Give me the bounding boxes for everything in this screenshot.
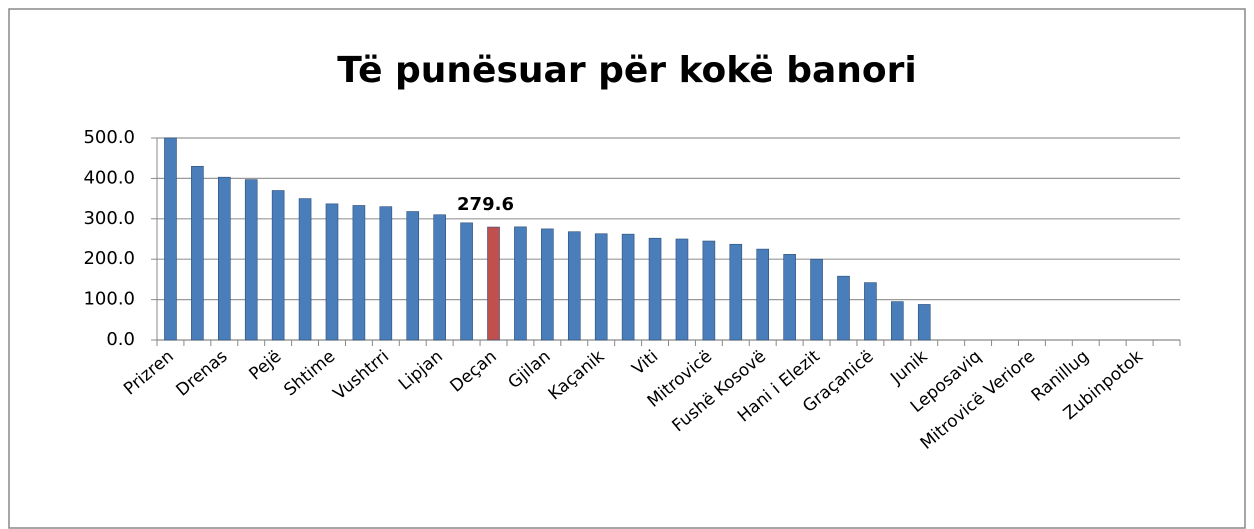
y-tick-label: 500.0 xyxy=(83,127,135,148)
bar xyxy=(164,137,177,341)
chart-title: Të punësuar për kokë banori xyxy=(337,50,916,91)
bar xyxy=(810,258,823,341)
bar xyxy=(864,282,877,341)
bar xyxy=(783,254,796,341)
bar xyxy=(594,233,608,341)
y-tick-label: 0.0 xyxy=(106,329,135,350)
bar xyxy=(406,211,420,341)
bar xyxy=(271,190,285,341)
bar xyxy=(621,233,635,341)
y-tick-label: 300.0 xyxy=(83,208,135,229)
bar xyxy=(567,231,581,341)
bar xyxy=(244,179,258,341)
bar xyxy=(675,238,689,341)
bar xyxy=(352,205,366,341)
bar xyxy=(917,304,931,341)
bar xyxy=(891,301,904,341)
bar xyxy=(648,237,662,341)
y-tick-label: 400.0 xyxy=(83,167,135,188)
y-tick-label: 200.0 xyxy=(83,248,135,269)
bar xyxy=(541,228,554,341)
bar xyxy=(837,275,850,341)
bar xyxy=(487,226,500,341)
bar xyxy=(433,214,446,341)
bar xyxy=(191,165,204,341)
bar xyxy=(218,176,231,341)
bar xyxy=(729,243,743,341)
bar xyxy=(325,203,339,341)
bar xyxy=(514,226,527,341)
bar xyxy=(460,222,473,341)
bar xyxy=(298,198,312,341)
bar xyxy=(702,240,716,341)
bar xyxy=(756,248,770,341)
data-label: 279.6 xyxy=(457,194,514,215)
y-tick-label: 100.0 xyxy=(83,289,135,310)
bar xyxy=(379,206,393,341)
